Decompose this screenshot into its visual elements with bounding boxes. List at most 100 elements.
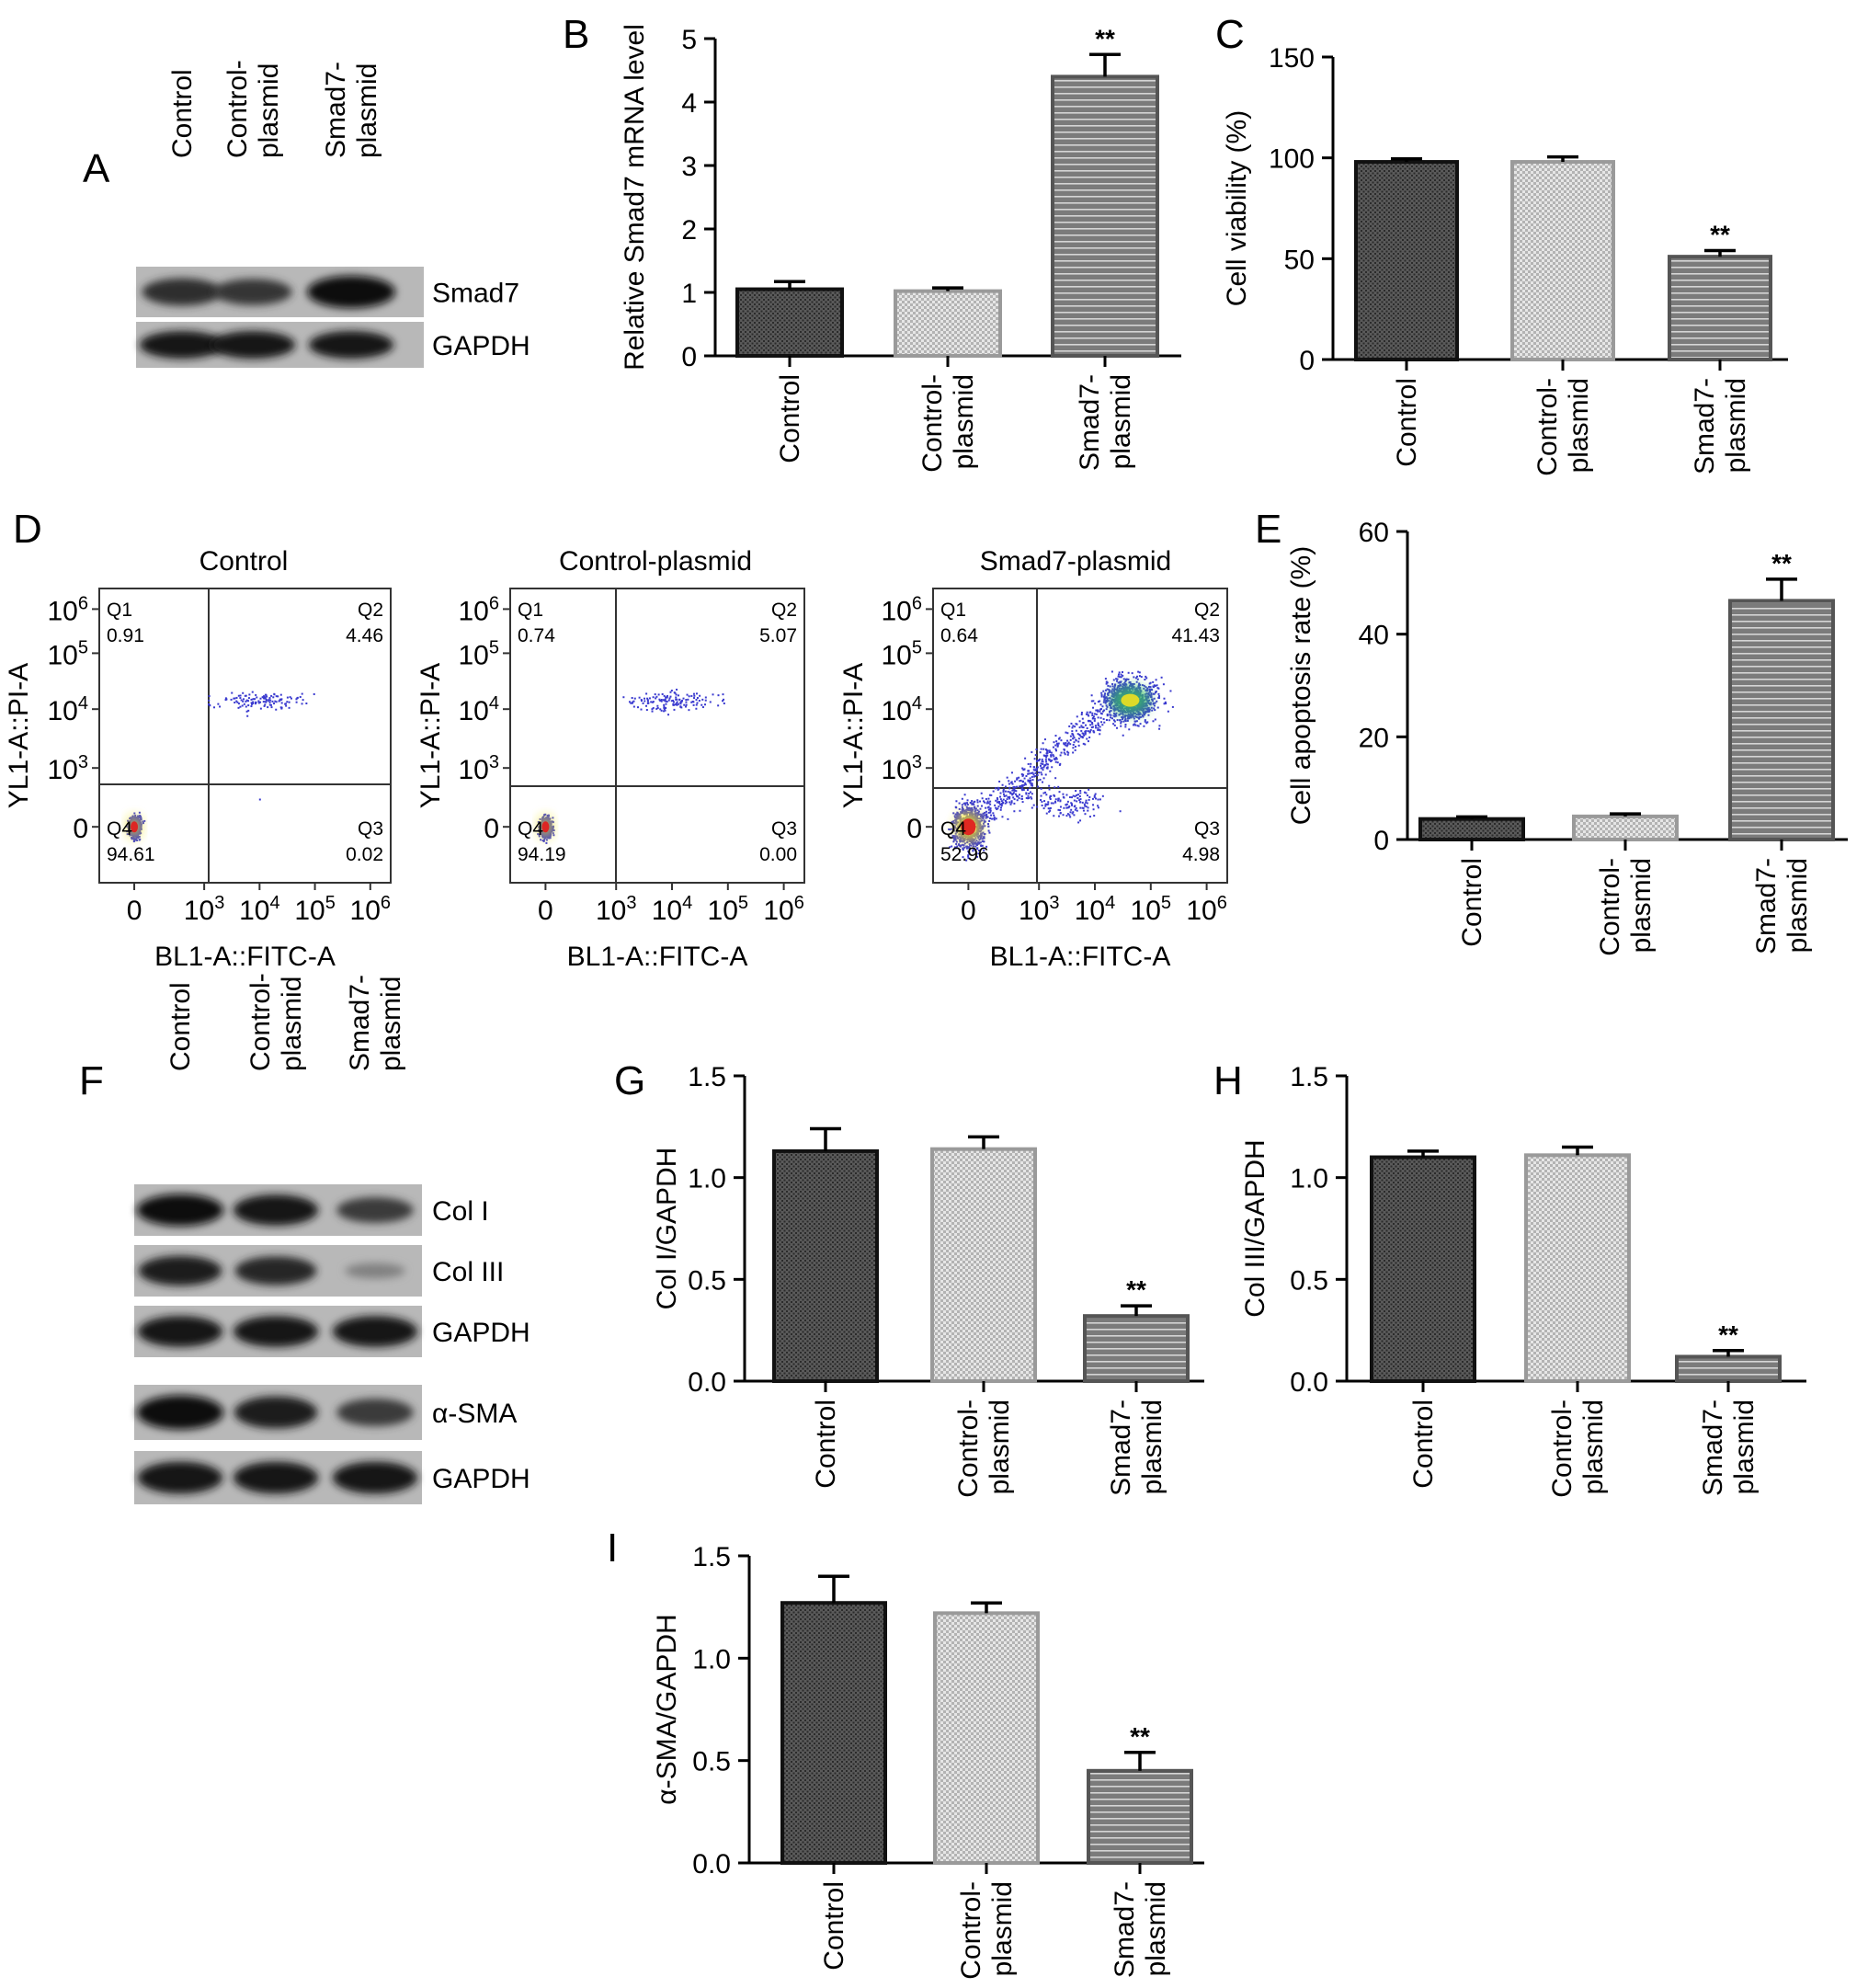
event-point — [981, 825, 984, 828]
event-point — [1074, 795, 1076, 798]
event-point — [1044, 803, 1047, 805]
event-point — [962, 856, 964, 859]
significance-label: ** — [1718, 1320, 1738, 1349]
event-point — [998, 801, 1001, 804]
event-point — [989, 817, 992, 820]
blot-band — [234, 1396, 318, 1429]
event-point — [1042, 742, 1044, 745]
x-tick-label: 104 — [1075, 893, 1116, 926]
event-point — [646, 700, 649, 703]
event-point — [1138, 671, 1141, 674]
y-tick-label: 1.5 — [692, 1542, 731, 1572]
y-tick-label: 106 — [882, 593, 923, 626]
event-point — [974, 812, 977, 815]
event-point — [956, 813, 959, 816]
event-point — [974, 800, 976, 803]
event-point — [213, 706, 216, 709]
flow-plot-title: Control-plasmid — [559, 546, 752, 577]
event-point — [974, 810, 976, 813]
event-point — [1012, 789, 1015, 792]
event-point — [1021, 785, 1024, 788]
event-point — [1044, 791, 1047, 794]
event-point — [952, 819, 955, 822]
event-point — [999, 795, 1002, 798]
event-point — [1041, 773, 1043, 776]
y-tick-label: 1.0 — [688, 1164, 726, 1194]
event-point — [1084, 733, 1087, 736]
event-point — [977, 852, 980, 855]
event-point — [717, 704, 720, 707]
event-point — [1127, 671, 1130, 674]
blot-band — [233, 1316, 319, 1347]
event-point — [252, 701, 255, 703]
event-point — [988, 819, 991, 822]
event-point — [1002, 798, 1005, 801]
event-point — [972, 802, 974, 805]
event-point — [1068, 805, 1071, 808]
event-point — [1059, 812, 1062, 815]
event-point — [1138, 683, 1141, 686]
event-point — [993, 817, 996, 820]
event-point — [217, 703, 220, 705]
event-point — [1082, 726, 1085, 729]
event-point — [1035, 767, 1038, 770]
event-point — [1134, 677, 1137, 680]
event-point — [1046, 749, 1049, 752]
event-point — [1073, 799, 1076, 802]
y-axis-label: YL1-A::PI-A — [416, 663, 446, 808]
event-point — [1091, 797, 1094, 800]
event-point — [968, 847, 971, 850]
event-point — [1081, 732, 1084, 735]
event-point — [985, 802, 988, 805]
event-point — [1041, 758, 1043, 760]
event-point — [1163, 697, 1166, 700]
event-point — [1148, 685, 1151, 688]
event-point — [1013, 788, 1016, 791]
event-point — [1069, 743, 1072, 746]
event-point — [980, 814, 983, 817]
event-point — [672, 703, 675, 705]
event-point — [1130, 714, 1133, 716]
event-point — [1092, 730, 1095, 733]
event-point — [1113, 686, 1116, 689]
event-point — [1012, 796, 1015, 799]
event-point — [978, 810, 981, 813]
event-point — [1088, 816, 1091, 818]
event-point — [259, 697, 262, 700]
event-point — [983, 833, 985, 836]
event-point — [1150, 696, 1153, 699]
event-point — [1043, 800, 1046, 803]
event-point — [997, 798, 999, 801]
bar — [1051, 74, 1159, 359]
event-point — [982, 827, 985, 829]
event-point — [1024, 782, 1027, 784]
density-core — [541, 821, 550, 833]
event-point — [953, 829, 956, 832]
quadrant-name: Q3 — [358, 818, 383, 840]
event-point — [235, 700, 238, 703]
event-point — [1063, 748, 1065, 751]
event-point — [651, 708, 654, 711]
event-point — [1007, 817, 1009, 820]
event-point — [699, 694, 701, 697]
event-point — [1105, 689, 1108, 691]
event-point — [1133, 717, 1135, 720]
event-point — [1040, 799, 1042, 802]
event-point — [1013, 789, 1016, 792]
event-point — [1079, 801, 1082, 804]
event-point — [551, 820, 553, 823]
bar — [1370, 1155, 1476, 1383]
event-point — [1078, 799, 1081, 802]
event-point — [1105, 696, 1108, 699]
x-tick-label: 103 — [1019, 893, 1060, 926]
y-tick-label: 2 — [681, 215, 697, 246]
y-tick-label: 0 — [1299, 346, 1315, 376]
event-point — [1078, 720, 1081, 723]
event-point — [1145, 722, 1148, 725]
event-point — [1128, 717, 1131, 720]
event-point — [951, 836, 953, 839]
event-point — [1157, 692, 1160, 695]
event-point — [1084, 743, 1087, 746]
event-point — [1119, 810, 1122, 813]
